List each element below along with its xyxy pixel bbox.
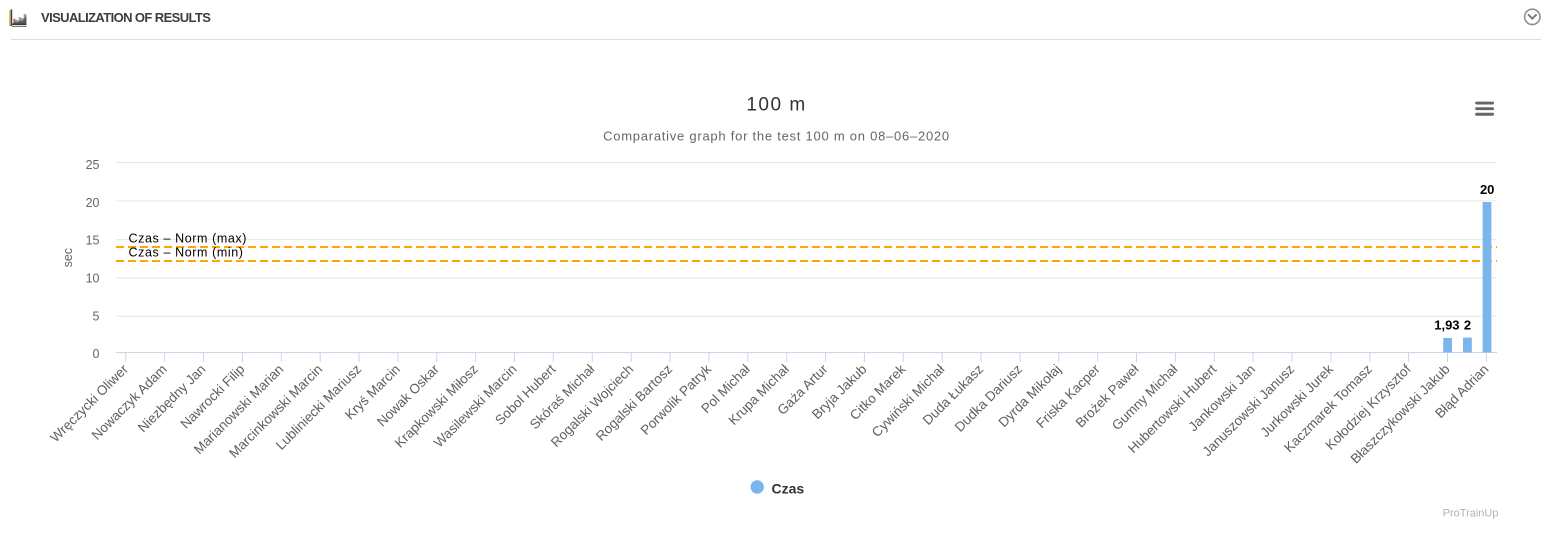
svg-text:Niezbędny Jan: Niezbędny Jan: [135, 362, 209, 436]
svg-text:ProTrainUp: ProTrainUp: [1443, 507, 1499, 519]
svg-text:0: 0: [93, 347, 100, 361]
svg-text:Czas: Czas: [772, 481, 805, 497]
svg-text:sec: sec: [61, 248, 75, 267]
svg-text:Comparative graph for the test: Comparative graph for the test 100 m on …: [603, 129, 950, 144]
svg-text:Jankowski Jan: Jankowski Jan: [1186, 362, 1259, 435]
svg-text:15: 15: [86, 234, 100, 248]
svg-text:Porwolik Patryk: Porwolik Patryk: [638, 361, 715, 438]
svg-text:Czas – Norm (max): Czas – Norm (max): [129, 231, 248, 245]
svg-text:100 m: 100 m: [746, 95, 806, 116]
svg-text:Czas – Norm (min): Czas – Norm (min): [129, 245, 244, 259]
svg-text:1,93: 1,93: [1434, 318, 1459, 333]
svg-text:Dudka Dariusz: Dudka Dariusz: [952, 361, 1025, 434]
svg-text:25: 25: [86, 158, 100, 172]
svg-text:10: 10: [86, 272, 100, 286]
svg-text:2: 2: [1464, 318, 1471, 333]
svg-text:5: 5: [93, 309, 100, 323]
svg-text:20: 20: [1480, 182, 1494, 197]
svg-text:20: 20: [86, 196, 100, 210]
